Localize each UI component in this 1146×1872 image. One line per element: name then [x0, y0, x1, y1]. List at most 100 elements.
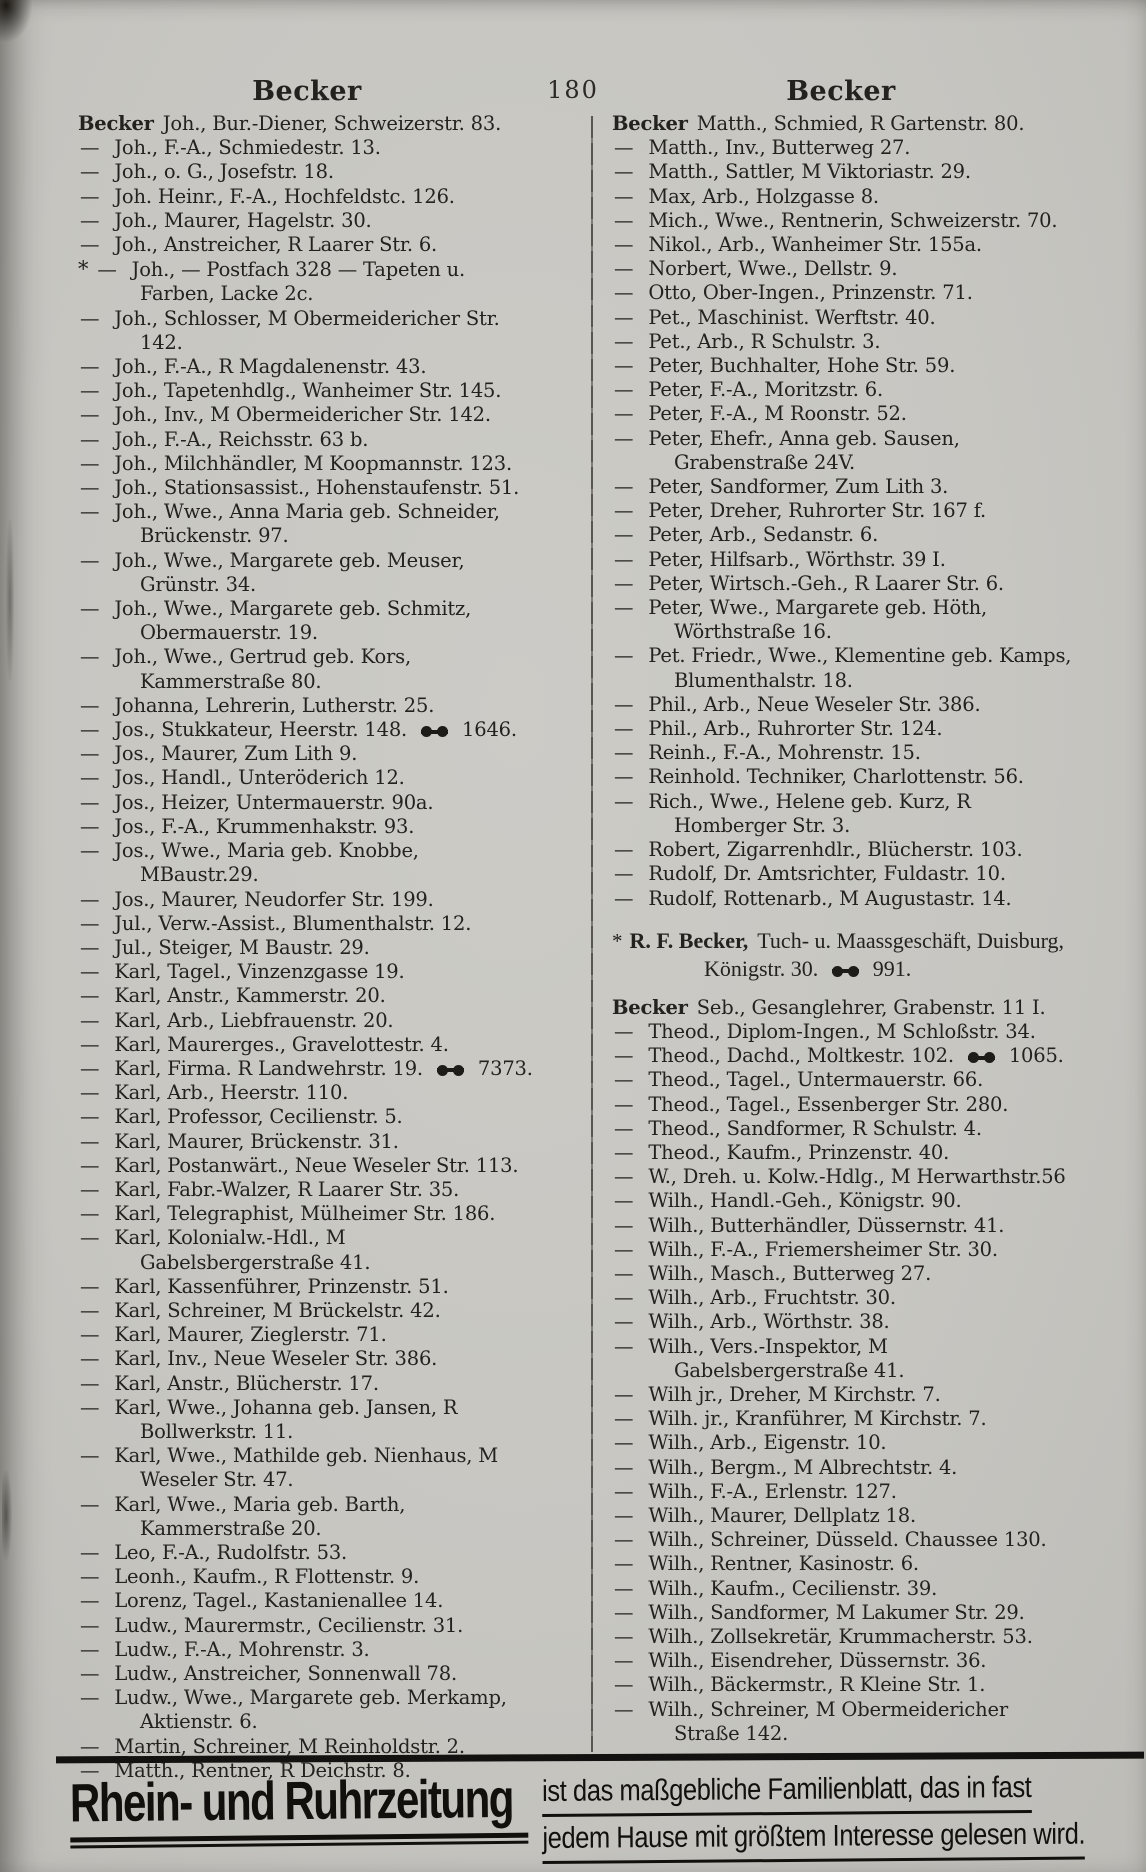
entry-text: Peter, Arb., Sedanstr. 6. — [648, 523, 879, 547]
directory-entry: — Jos., Wwe., Maria geb. Knobbe, MBaustr.… — [78, 839, 536, 887]
entry-text: Joh., Wwe., Anna Maria geb. Schneider, B… — [114, 500, 500, 548]
directory-entry: — Jos., Maurer, Zum Lith 9. — [78, 742, 536, 766]
entry-text: Jul., Verw.-Assist., Blumenthalstr. 12. — [114, 911, 472, 935]
directory-entry: — Joh., Wwe., Gertrud geb. Kors, Kammerst… — [78, 645, 536, 693]
ditto-dash: — — [80, 1686, 100, 1710]
ditto-dash: — — [80, 1395, 100, 1419]
entry-text: Pet. Friedr., Wwe., Klementine geb. Kamp… — [648, 644, 1072, 692]
ditto-dash: — — [614, 136, 634, 160]
ditto-dash: — — [614, 644, 634, 668]
directory-entry: — Theod., Sandformer, R Schulstr. 4. — [612, 1117, 1074, 1141]
ditto-dash: — — [80, 1081, 100, 1105]
entry-text: Ludw., Anstreicher, Sonnenwall 78. — [114, 1662, 457, 1685]
directory-entry: — Peter, Dreher, Ruhrorter Str. 167 f. — [612, 499, 1074, 523]
directory-entry: — Reinhold. Techniker, Charlottenstr. 56. — [612, 765, 1074, 789]
directory-entry: — Pet., Arb., R Schulstr. 3. — [612, 330, 1074, 354]
directory-entry: — Theod., Diplom-Ingen., M Schloßstr. 34. — [612, 1020, 1074, 1044]
directory-entry: — Nikol., Arb., Wanheimer Str. 155a. — [612, 233, 1074, 257]
ditto-dash: — — [80, 887, 100, 911]
entry-text: Joh., Wwe., Margarete geb. Meuser, Grüns… — [114, 548, 465, 596]
ditto-dash: — — [614, 838, 634, 862]
ditto-dash: — — [80, 1758, 100, 1782]
ditto-dash: — — [80, 1444, 100, 1468]
directory-entry: — Wilh., Masch., Butterweg 27. — [612, 1262, 1074, 1286]
directory-entry: — Jos., F.-A., Krummenhakstr. 93. — [78, 815, 536, 839]
entry-text: Ludw., F.-A., Mohrenstr. 3. — [114, 1637, 370, 1661]
entry-text: Joh., Bur.-Diener, Schweizerstr. 83. — [162, 112, 502, 135]
entry-text: Karl, Professor, Cecilienstr. 5. — [114, 1105, 403, 1129]
ditto-dash: — — [80, 1105, 100, 1129]
ditto-dash: — — [80, 1662, 100, 1685]
directory-entry: — Rich., Wwe., Helene geb. Kurz, R Homber… — [612, 790, 1074, 838]
directory-entry: — Karl, Kolonialw.-Hdl., M Gabelsbergerst… — [78, 1226, 536, 1274]
directory-entry: — Wilh., F.-A., Friemersheimer Str. 30. — [612, 1238, 1074, 1262]
ditto-dash: — — [614, 1019, 634, 1043]
ditto-dash: — — [614, 354, 634, 378]
entry-text: Matth., Inv., Butterweg 27. — [648, 136, 911, 160]
directory-entry: — Wilh., Sandformer, M Lakumer Str. 29. — [612, 1601, 1074, 1625]
ditto-dash: — — [80, 984, 100, 1008]
ditto-dash: — — [80, 1540, 100, 1564]
ditto-dash: — — [80, 1177, 100, 1201]
ad-slogan-line: jedem Hause mit größtem Interesse gelese… — [542, 1814, 1086, 1864]
entry-text: Wilh., Arb., Fruchtstr. 30. — [648, 1286, 896, 1310]
directory-entry: — Karl, Firma. R Landwehrstr. 19. 7373. — [78, 1057, 536, 1081]
entry-text: Wilh., Arb., Eigenstr. 10. — [648, 1431, 887, 1455]
entry-text: Joh., F.-A., R Magdalenenstr. 43. — [114, 355, 427, 379]
ditto-dash: — — [614, 305, 634, 329]
directory-entry: — Karl, Anstr., Blücherstr. 17. — [78, 1372, 536, 1396]
directory-entry: — Theod., Dachd., Moltkestr. 102. 1065. — [612, 1044, 1074, 1068]
directory-entry: — Johanna, Lehrerin, Lutherstr. 25. — [78, 694, 536, 718]
directory-entry: — Karl, Telegraphist, Mülheimer Str. 186. — [78, 1202, 536, 1226]
ditto-dash: — — [614, 571, 634, 595]
directory-entry: — Leonh., Kaufm., R Flottenstr. 9. — [78, 1565, 536, 1589]
ditto-dash: — — [614, 1382, 634, 1406]
ditto-dash: — — [80, 935, 100, 959]
ditto-dash: — — [80, 379, 100, 403]
ditto-dash: — — [614, 1455, 634, 1479]
directory-entry: — Peter, Wirtsch.-Geh., R Laarer Str. 6. — [612, 572, 1074, 596]
directory-entry: — Joh., Milchhändler, M Koopmannstr. 123. — [78, 452, 536, 476]
phone-icon — [832, 965, 860, 977]
column-divider-rule — [591, 116, 593, 1752]
ditto-dash: — — [80, 1613, 100, 1637]
phone-number: 1065. — [1002, 1044, 1064, 1068]
ad-brand-block: Rhein- und Ruhrzeitung — [70, 1769, 543, 1849]
directory-entry: — Wilh., Schreiner, Düsseld. Chaussee 130… — [612, 1528, 1074, 1552]
ditto-dash: — — [80, 1589, 100, 1613]
entry-text: Peter, Wirtsch.-Geh., R Laarer Str. 6. — [648, 571, 1004, 595]
entry-text: Pet., Arb., R Schulstr. 3. — [648, 329, 881, 353]
scan-smudge — [0, 0, 32, 42]
ad-brand-underline — [70, 1840, 529, 1849]
running-head-right: Becker — [786, 76, 896, 107]
directory-entry: — Ludw., F.-A., Mohrenstr. 3. — [78, 1638, 536, 1662]
ditto-dash: — — [80, 1008, 100, 1032]
entry-text: Pet., Maschinist. Werftstr. 40. — [648, 305, 936, 329]
ditto-dash: — — [614, 281, 634, 305]
entry-text: Rudolf, Dr. Amtsrichter, Fuldastr. 10. — [648, 862, 1006, 886]
directory-column-left: Becker Joh., Bur.-Diener, Schweizerstr. 8… — [78, 112, 536, 1783]
ditto-dash: — — [80, 1565, 100, 1589]
entry-text: Peter, Hilfsarb., Wörthstr. 39 I. — [648, 547, 946, 571]
directory-entry: — Peter, Sandformer, Zum Lith 3. — [612, 475, 1074, 499]
ditto-dash: — — [80, 1637, 100, 1661]
directory-entry: — Matth., Sattler, M Viktoriastr. 29. — [612, 160, 1074, 184]
entry-text: Johanna, Lehrerin, Lutherstr. 25. — [114, 693, 435, 717]
ditto-dash: — — [614, 1140, 634, 1164]
ditto-dash: — — [614, 1213, 634, 1237]
entry-text: Ludw., Wwe., Margarete geb. Merkamp, Akt… — [114, 1686, 507, 1734]
entry-text: Karl, Wwe., Mathilde geb. Nienhaus, M We… — [114, 1444, 499, 1492]
ditto-dash: — — [80, 1153, 100, 1177]
ditto-dash: — — [614, 596, 634, 620]
entry-text: Karl, Telegraphist, Mülheimer Str. 186. — [114, 1202, 496, 1226]
entry-text: Seb., Gesanglehrer, Grabenstr. 11 I. — [696, 995, 1046, 1019]
directory-entry: — Reinh., F.-A., Mohrenstr. 15. — [612, 741, 1074, 765]
ditto-dash: — — [614, 1092, 634, 1116]
ditto-dash: — — [614, 1189, 634, 1213]
entry-text: Karl, Maurer, Brückenstr. 31. — [114, 1129, 399, 1153]
directory-entry: — Peter, Ehefr., Anna geb. Sausen, Graben… — [612, 427, 1074, 475]
entry-text: Karl, Inv., Neue Weseler Str. 386. — [114, 1347, 438, 1371]
entry-text: Theod., Tagel., Untermauerstr. 66. — [648, 1068, 984, 1092]
ditto-dash: — — [80, 814, 100, 838]
directory-entry: — Karl, Wwe., Maria geb. Barth, Kammerstr… — [78, 1493, 536, 1541]
